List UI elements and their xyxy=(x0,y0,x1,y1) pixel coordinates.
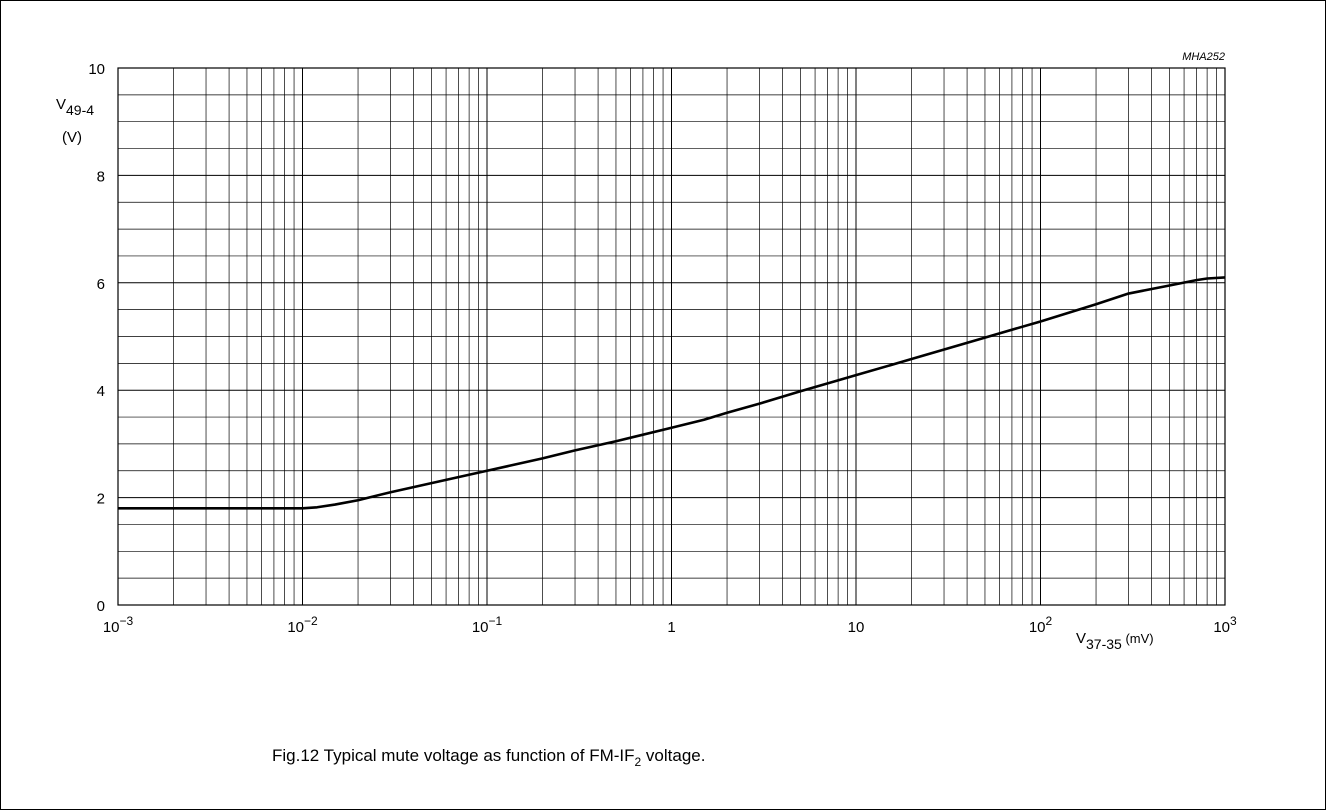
y-axis-label-sub: 49-4 xyxy=(66,102,94,118)
series-layer xyxy=(118,276,1226,510)
x-axis-label: V37-35 (mV) xyxy=(1076,630,1154,652)
y-axis-label-main: V xyxy=(56,96,66,113)
caption-sub: 2 xyxy=(635,755,642,769)
y-tick-label: 4 xyxy=(97,383,105,400)
x-tick-label: 102 xyxy=(1029,614,1053,636)
x-tick-label: 10 xyxy=(848,619,865,636)
x-tick-label: 10−1 xyxy=(472,614,503,636)
x-axis-label-sub: 37-35 xyxy=(1086,636,1122,652)
figure-code: MHA252 xyxy=(1182,51,1225,63)
y-tick-label: 0 xyxy=(97,598,105,615)
y-tick-labels: 0 2 4 6 8 10 xyxy=(88,61,105,615)
grid-major xyxy=(118,68,1225,605)
x-axis-label-main: V xyxy=(1076,630,1086,647)
y-tick-label: 2 xyxy=(97,491,105,508)
caption-suffix: voltage. xyxy=(641,746,705,765)
x-axis-label-unit: (mV) xyxy=(1122,631,1154,646)
y-tick-label: 8 xyxy=(97,168,105,185)
x-tick-labels: 10−3 10−2 10−1 1 10 102 103 xyxy=(103,614,1237,636)
figure-caption: Fig.12 Typical mute voltage as function … xyxy=(272,746,705,769)
y-tick-label: 10 xyxy=(88,61,105,78)
caption-prefix: Fig.12 Typical mute voltage as function … xyxy=(272,746,635,765)
y-tick-label: 6 xyxy=(97,276,105,293)
x-tick-label: 10−3 xyxy=(103,614,134,636)
x-tick-label: 10−2 xyxy=(287,614,318,636)
x-tick-label: 1 xyxy=(667,619,675,636)
y-axis-unit: (V) xyxy=(62,129,82,146)
x-tick-label: 103 xyxy=(1213,614,1237,636)
plot-border xyxy=(117,67,1226,606)
series-line-1 xyxy=(118,276,1226,510)
y-axis-label: V49-4 xyxy=(56,96,94,118)
